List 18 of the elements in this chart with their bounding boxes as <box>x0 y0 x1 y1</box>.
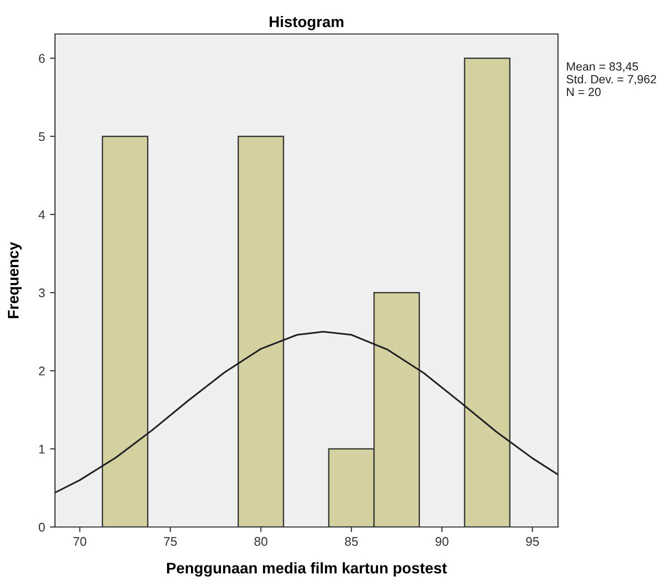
x-axis-title: Penggunaan media film kartun postest <box>167 562 447 577</box>
y-tick-label: 5 <box>38 132 45 142</box>
x-tick-label: 90 <box>436 537 448 546</box>
y-tick-label: 1 <box>39 444 45 454</box>
x-tick-label: 75 <box>164 537 177 546</box>
line-series <box>55 330 558 494</box>
x-tick-label: 85 <box>344 537 358 546</box>
y-tick-label: 4 <box>38 210 45 220</box>
y-axis-title: Frequency <box>8 242 22 318</box>
x-tick-label: 70 <box>73 537 86 546</box>
y-tick-label: 3 <box>38 288 45 298</box>
chart-title: Histogram <box>270 16 344 30</box>
y-tick-label: 2 <box>38 366 45 376</box>
x-tick-label: 80 <box>254 537 268 546</box>
y-tick-label: 0 <box>38 522 45 532</box>
x-tick-label: 95 <box>526 537 539 546</box>
y-tick-label: 6 <box>38 54 45 63</box>
text: Mean = 83,45 Std. Dev. = 7,962 N = 20 <box>566 62 656 96</box>
